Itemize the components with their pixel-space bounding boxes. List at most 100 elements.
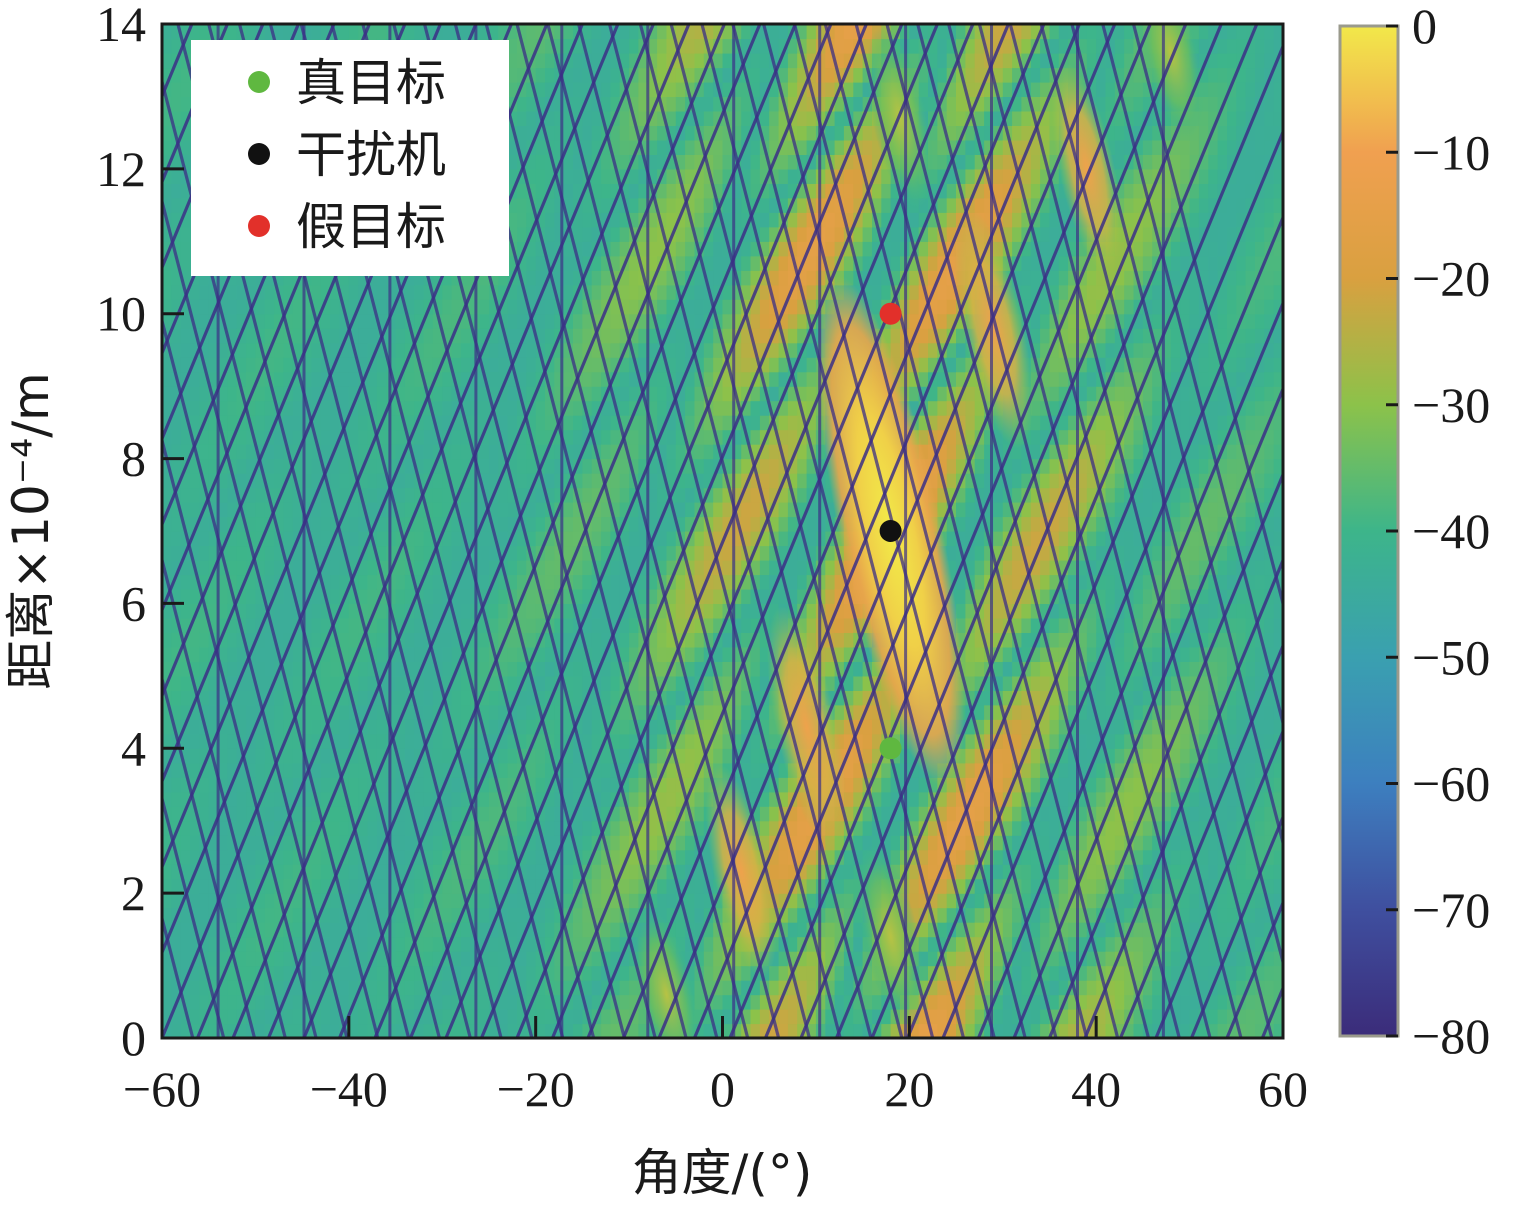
heatmap-cell: [657, 110, 667, 126]
heatmap-cell: [171, 386, 182, 402]
heatmap-cell: [675, 617, 686, 633]
heatmap-cell: [619, 125, 630, 141]
heatmap-cell: [274, 719, 284, 735]
heatmap-cell: [517, 139, 527, 155]
heatmap-cell: [339, 733, 350, 749]
heatmap-cell: [582, 849, 593, 865]
heatmap-cell: [526, 893, 537, 909]
heatmap-cell: [320, 675, 331, 691]
heatmap-cell: [246, 458, 256, 474]
heatmap-cell: [376, 849, 387, 865]
heatmap-cell: [769, 400, 780, 416]
heatmap-cell: [274, 473, 284, 489]
heatmap-cell: [479, 820, 490, 836]
heatmap-cell: [442, 328, 453, 344]
heatmap-cell: [769, 270, 780, 286]
heatmap-cell: [535, 878, 546, 894]
heatmap-cell: [180, 849, 191, 865]
heatmap-cell: [638, 560, 649, 576]
heatmap-cell: [629, 429, 639, 445]
heatmap-cell: [423, 328, 434, 344]
heatmap-cell: [376, 762, 387, 778]
heatmap-cell: [713, 1009, 724, 1025]
heatmap-cell: [255, 386, 266, 402]
heatmap-cell: [657, 53, 667, 69]
heatmap-cell: [638, 458, 649, 474]
heatmap-cell: [274, 313, 284, 329]
heatmap-cell: [535, 429, 546, 445]
heatmap-cell: [778, 313, 789, 329]
heatmap-cell: [573, 617, 583, 633]
heatmap-cell: [703, 270, 714, 286]
heatmap-cell: [629, 632, 639, 648]
heatmap-cell: [787, 386, 798, 402]
heatmap-cell: [283, 617, 294, 633]
heatmap-cell: [264, 415, 275, 431]
heatmap-cell: [591, 139, 602, 155]
heatmap-cell: [302, 588, 312, 604]
heatmap-cell: [647, 24, 658, 40]
heatmap-cell: [236, 994, 247, 1010]
heatmap-cell: [348, 791, 359, 807]
heatmap-cell: [601, 183, 611, 199]
heatmap-cell: [610, 936, 621, 952]
heatmap-cell: [535, 675, 546, 691]
heatmap-cell: [675, 878, 686, 894]
heatmap-cell: [825, 936, 836, 952]
heatmap-cell: [554, 936, 565, 952]
heatmap-cell: [750, 560, 761, 576]
heatmap-cell: [255, 342, 266, 358]
heatmap-cell: [685, 197, 695, 213]
heatmap-cell: [199, 458, 210, 474]
heatmap-cell: [498, 762, 509, 778]
heatmap-cell: [675, 690, 686, 706]
heatmap-cell: [442, 487, 453, 503]
heatmap-cell: [274, 791, 284, 807]
heatmap-cell: [563, 951, 574, 967]
heatmap-cell: [292, 922, 303, 938]
heatmap-cell: [591, 980, 602, 996]
heatmap-cell: [554, 603, 565, 619]
heatmap-cell: [778, 922, 789, 938]
heatmap-cell: [750, 125, 761, 141]
heatmap-cell: [554, 791, 565, 807]
heatmap-cell: [227, 400, 238, 416]
heatmap-cell: [283, 748, 294, 764]
heatmap-cell: [255, 502, 266, 518]
heatmap-cell: [545, 588, 555, 604]
heatmap-cell: [545, 342, 555, 358]
heatmap-cell: [414, 777, 425, 793]
heatmap-cell: [526, 864, 537, 880]
heatmap-cell: [713, 936, 724, 952]
heatmap-cell: [591, 762, 602, 778]
heatmap-cell: [489, 936, 499, 952]
heatmap-cell: [432, 922, 443, 938]
heatmap-cell: [190, 516, 200, 532]
heatmap-cell: [507, 878, 518, 894]
heatmap-cell: [292, 806, 303, 822]
heatmap-cell: [610, 748, 621, 764]
heatmap-cell: [545, 458, 555, 474]
heatmap-cell: [208, 588, 219, 604]
heatmap-cell: [554, 400, 565, 416]
heatmap-cell: [460, 284, 471, 300]
heatmap-cell: [171, 96, 182, 112]
heatmap-cell: [451, 299, 462, 315]
heatmap-cell: [563, 632, 574, 648]
heatmap-cell: [647, 458, 658, 474]
heatmap-cell: [320, 328, 331, 344]
heatmap-cell: [535, 560, 546, 576]
heatmap-cell: [535, 139, 546, 155]
heatmap-cell: [666, 864, 677, 880]
heatmap-cell: [395, 646, 406, 662]
heatmap-cell: [451, 806, 462, 822]
heatmap-cell: [545, 762, 555, 778]
heatmap-cell: [451, 603, 462, 619]
heatmap-cell: [423, 719, 434, 735]
heatmap-cell: [610, 444, 621, 460]
heatmap-cell: [320, 617, 331, 633]
heatmap-cell: [526, 255, 537, 271]
heatmap-cell: [563, 777, 574, 793]
heatmap-cell: [395, 936, 406, 952]
heatmap-cell: [330, 762, 340, 778]
